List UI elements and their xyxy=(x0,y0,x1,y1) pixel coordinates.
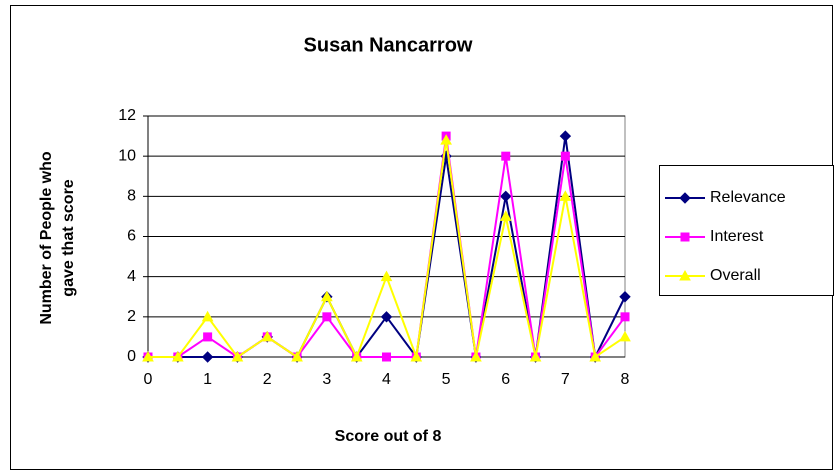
marker xyxy=(322,312,332,322)
marker xyxy=(501,151,511,161)
x-tick-label: 5 xyxy=(442,371,451,388)
marker xyxy=(529,350,542,362)
marker xyxy=(380,311,393,323)
marker xyxy=(500,190,512,203)
chart-title: Susan Nancarrow xyxy=(304,34,473,56)
marker xyxy=(410,350,423,362)
x-tick-label: 2 xyxy=(263,371,272,388)
marker xyxy=(619,291,631,303)
y-tick-label: 0 xyxy=(127,348,136,365)
y-tick-label: 8 xyxy=(127,188,136,205)
legend-marker xyxy=(679,192,691,204)
marker xyxy=(620,312,630,322)
marker xyxy=(380,270,393,282)
marker xyxy=(203,332,213,342)
marker xyxy=(171,350,184,362)
x-tick-label: 4 xyxy=(382,371,391,388)
marker xyxy=(142,350,154,362)
y-tick-label: 2 xyxy=(127,308,136,325)
marker xyxy=(560,151,570,161)
marker xyxy=(559,190,572,201)
y-tick-label: 10 xyxy=(118,147,136,164)
marker xyxy=(382,352,391,362)
x-axis-label: Score out of 8 xyxy=(335,428,442,445)
y-tick-label: 6 xyxy=(127,228,136,245)
x-tick-label: 8 xyxy=(621,371,630,388)
legend-marker xyxy=(679,269,691,281)
marker xyxy=(470,350,482,362)
x-tick-label: 3 xyxy=(322,371,331,388)
marker xyxy=(589,350,602,362)
marker xyxy=(559,130,572,142)
legend-label: Interest xyxy=(710,228,764,245)
marker xyxy=(440,134,452,145)
x-tick-label: 1 xyxy=(203,371,212,388)
legend-label: Relevance xyxy=(710,189,786,206)
legend-marker xyxy=(680,232,690,242)
marker xyxy=(321,290,333,302)
legend-box xyxy=(659,165,834,296)
x-tick-label: 7 xyxy=(561,371,570,388)
y-axis-label: Number of People who xyxy=(38,151,55,325)
legend-label: Overall xyxy=(710,267,761,284)
marker xyxy=(350,350,363,362)
marker xyxy=(261,330,274,342)
y-axis-label: gave that score xyxy=(60,179,77,296)
y-tick-label: 12 xyxy=(118,107,136,124)
marker xyxy=(201,351,214,363)
marker xyxy=(619,330,631,342)
y-tick-label: 4 xyxy=(127,268,136,285)
x-tick-label: 6 xyxy=(501,371,510,388)
x-tick-label: 0 xyxy=(144,371,153,388)
marker xyxy=(231,350,244,362)
marker xyxy=(201,310,214,322)
marker xyxy=(499,210,512,221)
marker xyxy=(291,350,303,362)
